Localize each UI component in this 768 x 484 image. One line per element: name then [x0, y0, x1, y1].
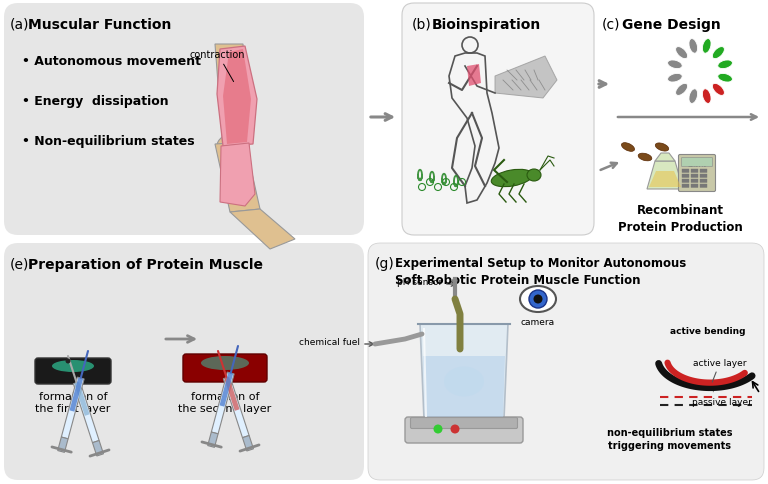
Text: (a): (a): [10, 18, 29, 32]
Ellipse shape: [621, 143, 634, 152]
FancyBboxPatch shape: [690, 184, 698, 188]
Ellipse shape: [520, 287, 556, 312]
Ellipse shape: [638, 154, 652, 162]
FancyBboxPatch shape: [690, 174, 698, 178]
Text: Preparation of Protein Muscle: Preparation of Protein Muscle: [28, 257, 263, 272]
Ellipse shape: [527, 170, 541, 182]
Ellipse shape: [703, 90, 711, 104]
Text: (b): (b): [412, 18, 432, 32]
Polygon shape: [495, 57, 557, 99]
FancyBboxPatch shape: [35, 358, 111, 384]
Polygon shape: [217, 47, 257, 147]
Polygon shape: [220, 144, 255, 207]
Polygon shape: [223, 377, 249, 438]
FancyBboxPatch shape: [682, 174, 689, 178]
Polygon shape: [224, 377, 240, 411]
FancyBboxPatch shape: [4, 243, 364, 480]
Polygon shape: [647, 162, 683, 190]
FancyBboxPatch shape: [183, 354, 267, 382]
Polygon shape: [92, 440, 104, 456]
Circle shape: [529, 290, 547, 308]
FancyBboxPatch shape: [690, 180, 698, 183]
Ellipse shape: [676, 84, 687, 96]
Polygon shape: [207, 432, 218, 447]
FancyBboxPatch shape: [682, 169, 689, 173]
Text: pH sensor: pH sensor: [397, 278, 442, 287]
FancyBboxPatch shape: [700, 180, 707, 183]
Text: formation of
the first layer: formation of the first layer: [35, 391, 111, 413]
Text: formation of
the second layer: formation of the second layer: [178, 391, 272, 413]
Ellipse shape: [655, 144, 669, 152]
Polygon shape: [74, 382, 90, 416]
Text: (e): (e): [10, 257, 29, 272]
FancyBboxPatch shape: [682, 180, 689, 183]
Ellipse shape: [718, 74, 733, 83]
Polygon shape: [215, 143, 260, 212]
Text: chemical fuel: chemical fuel: [299, 338, 360, 347]
Text: • Autonomous movement: • Autonomous movement: [22, 55, 201, 68]
Circle shape: [534, 295, 542, 304]
Circle shape: [433, 424, 442, 434]
Polygon shape: [467, 65, 481, 87]
FancyBboxPatch shape: [681, 158, 713, 167]
Text: Ox.97%: Ox.97%: [687, 163, 707, 168]
Circle shape: [451, 424, 459, 434]
Text: • Energy  dissipation: • Energy dissipation: [22, 95, 169, 108]
Ellipse shape: [217, 135, 249, 159]
Circle shape: [65, 359, 71, 364]
Text: Gene Design: Gene Design: [622, 18, 720, 32]
Polygon shape: [61, 378, 84, 439]
Text: Experimental Setup to Monitor Autonomous
Soft Robotic Protein Muscle Function: Experimental Setup to Monitor Autonomous…: [395, 257, 687, 287]
Text: • Non-equilibrium states: • Non-equilibrium states: [22, 135, 194, 148]
Text: Bioinspiration: Bioinspiration: [432, 18, 541, 32]
FancyBboxPatch shape: [678, 155, 716, 192]
Ellipse shape: [713, 84, 724, 96]
FancyBboxPatch shape: [690, 169, 698, 173]
Polygon shape: [215, 45, 250, 150]
Polygon shape: [70, 378, 83, 412]
FancyBboxPatch shape: [700, 174, 707, 178]
Polygon shape: [420, 324, 508, 419]
Polygon shape: [230, 210, 295, 249]
Ellipse shape: [703, 40, 711, 54]
Text: Muscular Function: Muscular Function: [28, 18, 171, 32]
FancyBboxPatch shape: [368, 243, 764, 480]
FancyBboxPatch shape: [405, 417, 523, 443]
FancyBboxPatch shape: [682, 184, 689, 188]
Ellipse shape: [444, 367, 484, 397]
Ellipse shape: [689, 40, 697, 54]
Ellipse shape: [667, 74, 682, 83]
FancyBboxPatch shape: [4, 4, 364, 236]
Text: passive layer: passive layer: [691, 392, 751, 406]
Text: active layer: active layer: [694, 358, 746, 382]
Polygon shape: [649, 172, 681, 188]
FancyBboxPatch shape: [411, 418, 518, 429]
Polygon shape: [220, 373, 233, 407]
Ellipse shape: [201, 356, 249, 370]
Ellipse shape: [689, 90, 697, 104]
Polygon shape: [223, 50, 251, 145]
FancyBboxPatch shape: [402, 4, 594, 236]
Text: Recombinant
Protein Production: Recombinant Protein Production: [617, 204, 743, 233]
Polygon shape: [73, 382, 99, 443]
Ellipse shape: [718, 61, 733, 69]
Text: camera: camera: [521, 318, 555, 326]
Text: (g): (g): [375, 257, 395, 271]
Polygon shape: [211, 372, 234, 434]
Polygon shape: [423, 356, 505, 417]
Text: contraction: contraction: [190, 50, 246, 82]
Ellipse shape: [492, 170, 533, 187]
Polygon shape: [243, 436, 253, 451]
Text: non-equilibrium states
triggering movements: non-equilibrium states triggering moveme…: [607, 427, 733, 450]
Text: active bending: active bending: [670, 327, 746, 336]
Ellipse shape: [676, 47, 687, 60]
Polygon shape: [58, 437, 68, 453]
FancyBboxPatch shape: [700, 184, 707, 188]
Ellipse shape: [713, 47, 724, 60]
FancyBboxPatch shape: [700, 169, 707, 173]
Polygon shape: [655, 154, 675, 162]
Ellipse shape: [52, 360, 94, 372]
Ellipse shape: [667, 61, 682, 69]
Text: (c): (c): [602, 18, 621, 32]
